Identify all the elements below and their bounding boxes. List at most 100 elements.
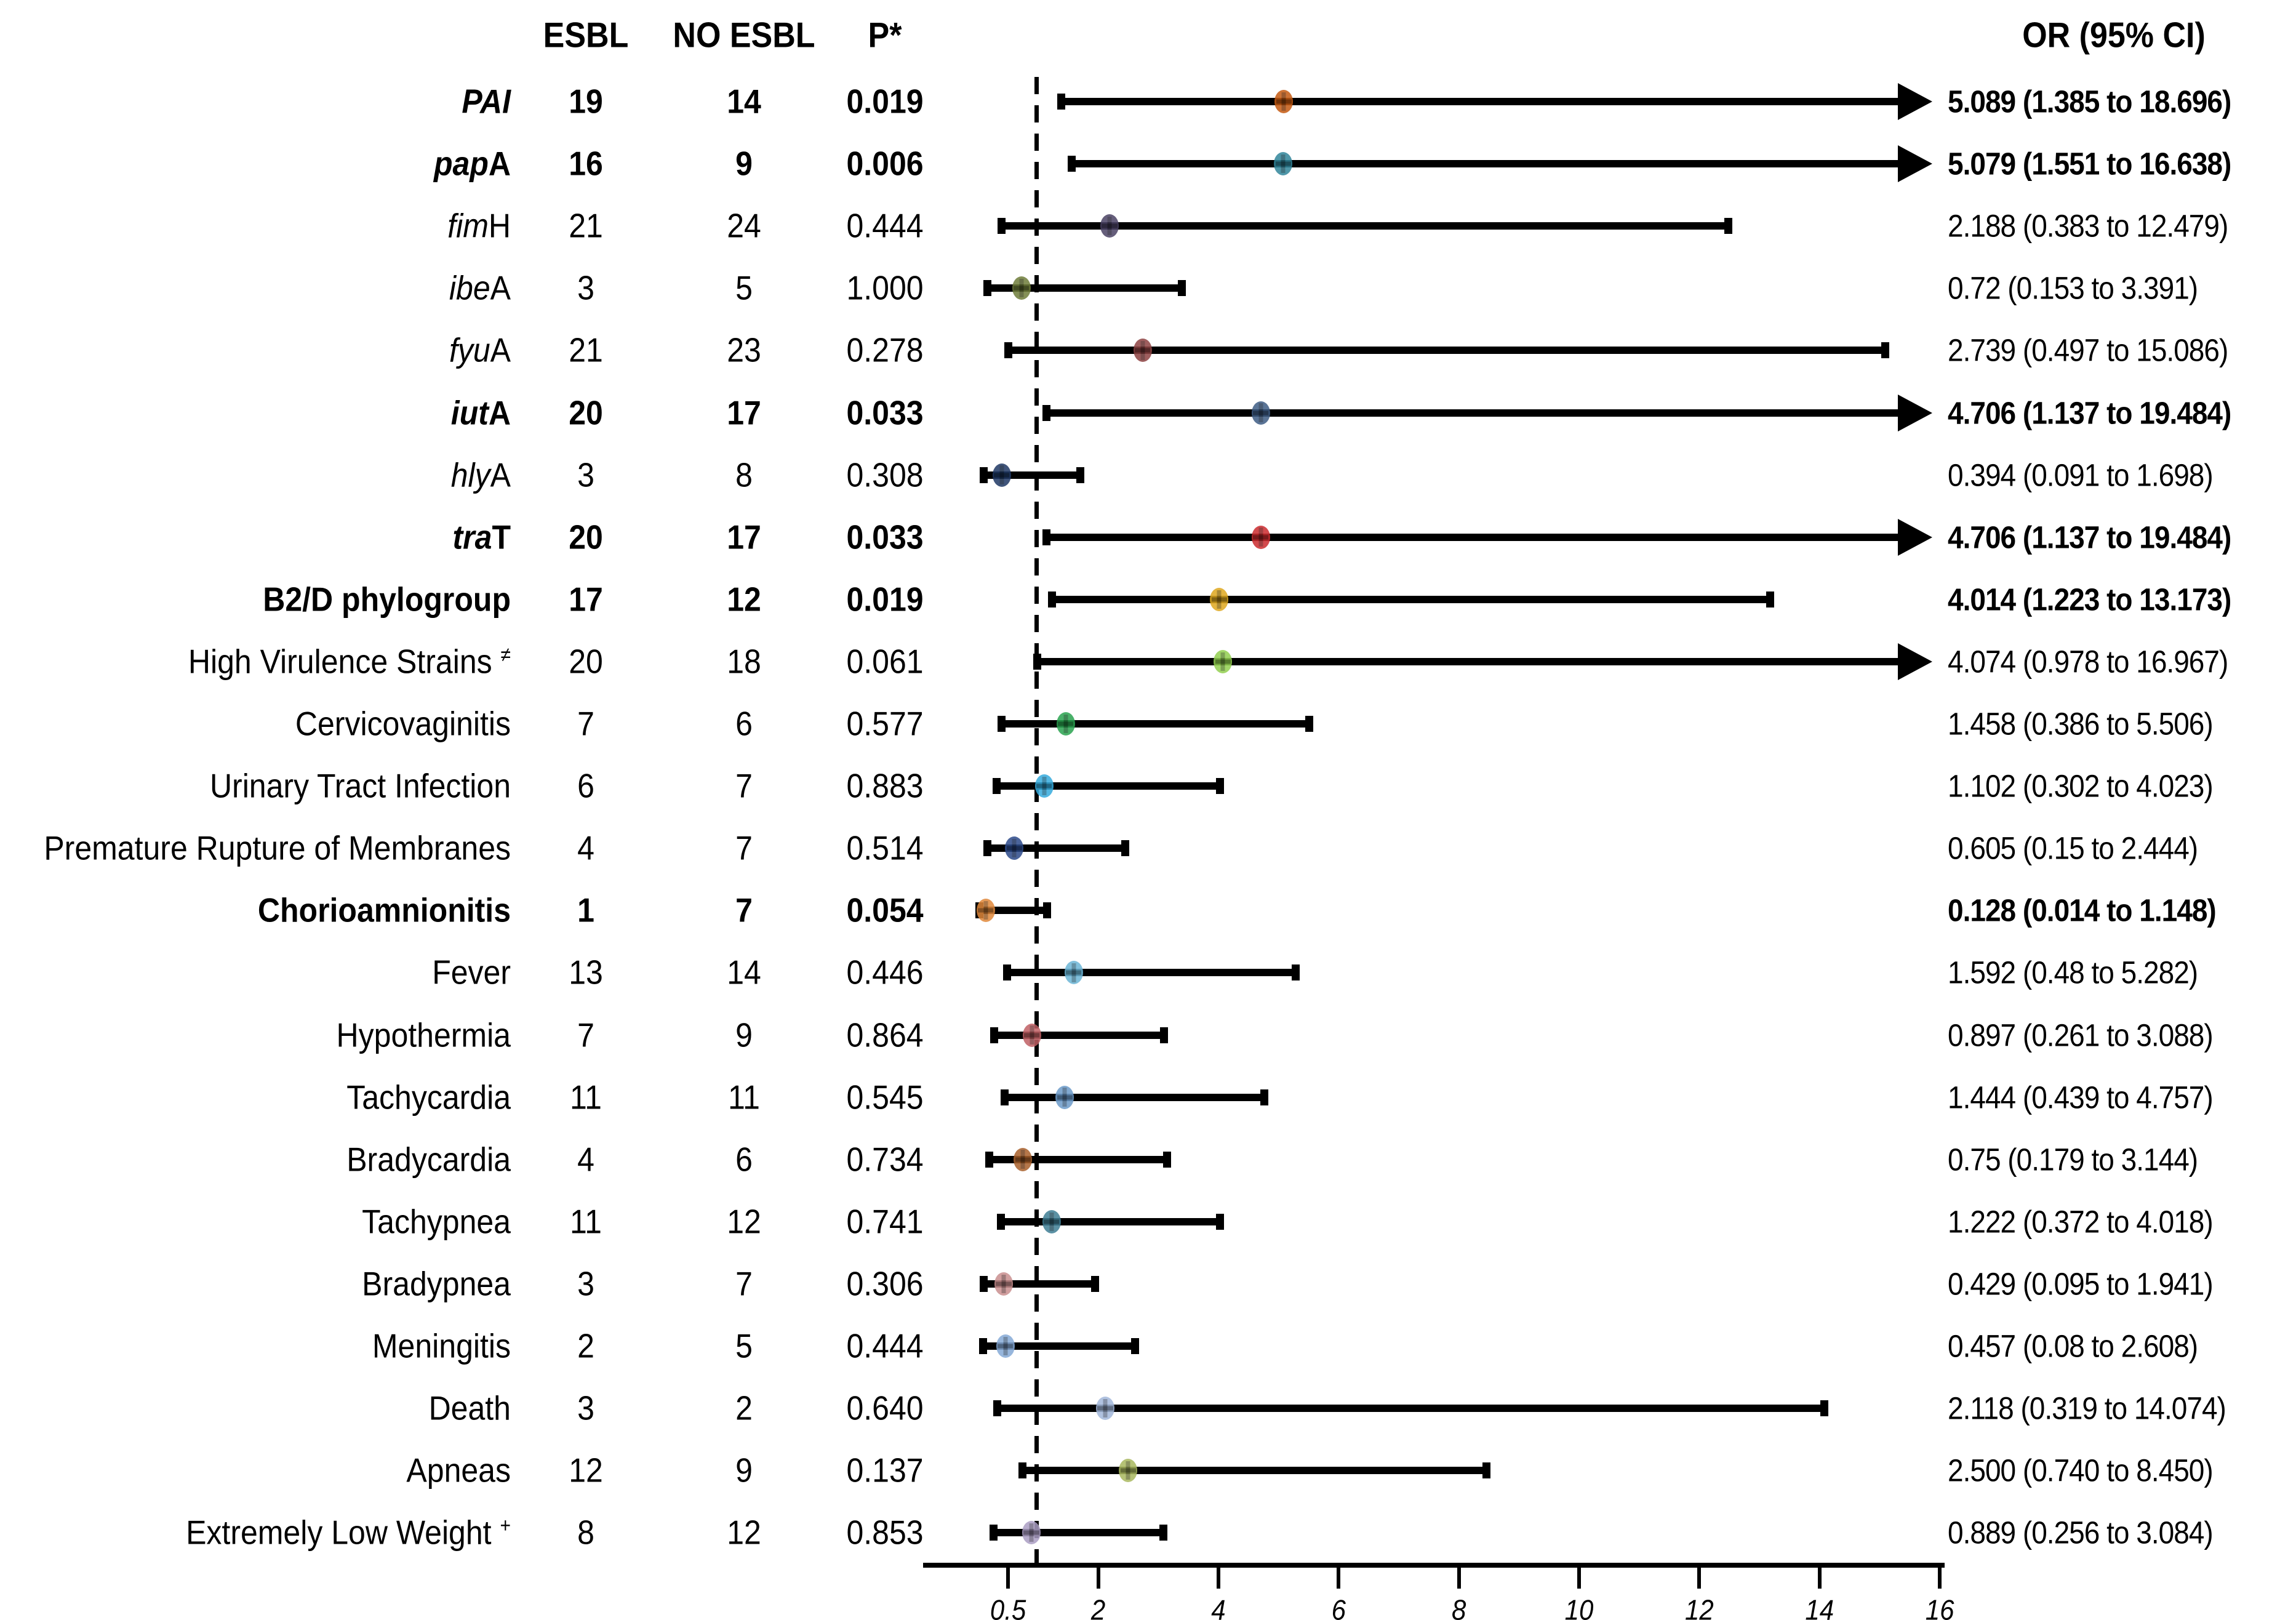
ci-cap-right: [1043, 902, 1052, 919]
row-label: Meningitis: [0, 1329, 511, 1363]
esbl-count: 20: [569, 643, 603, 681]
row-label: Apneas: [0, 1454, 511, 1488]
row-label-part: hly: [450, 455, 490, 494]
row-label-part: Cervicovaginitis: [295, 705, 511, 743]
esbl-count: 12: [569, 1451, 603, 1490]
row-label-part: Bradycardia: [346, 1140, 511, 1179]
row-label-part: A: [490, 269, 511, 308]
row-label: Hypothermia: [0, 1018, 511, 1052]
or-point-marker: [1022, 1023, 1041, 1047]
or-ci-text: 0.72 (0.153 to 3.391): [1948, 270, 2198, 306]
p-value: 0.853: [846, 1514, 924, 1552]
no-esbl-count: 11: [728, 1078, 760, 1117]
row-label-part: Urinary Tract Infection: [209, 767, 511, 805]
ci-cap-left: [996, 1213, 1005, 1230]
or-ci-text: 2.188 (0.383 to 12.479): [1948, 208, 2228, 244]
no-esbl-count: 17: [727, 393, 761, 432]
or-ci-text: 0.429 (0.095 to 1.941): [1948, 1266, 2214, 1302]
ci-arrow-right-icon: [1898, 518, 1932, 556]
row-label: Extremely Low Weight +: [0, 1516, 511, 1550]
row-label-part: Chorioamnionitis: [257, 891, 511, 930]
ci-cap-right: [1724, 218, 1733, 235]
column-header-p-value: P*: [868, 16, 902, 55]
ci-arrow-right-icon: [1898, 145, 1932, 183]
no-esbl-count: 5: [735, 1327, 753, 1365]
no-esbl-count: 12: [727, 1202, 761, 1241]
no-esbl-count: 7: [735, 767, 753, 805]
ci-cap-right: [1881, 342, 1889, 359]
x-axis-tick: [1096, 1568, 1100, 1589]
ci-line: [983, 1342, 1135, 1350]
x-axis-tick-label: 6: [1331, 1594, 1346, 1620]
esbl-count: 7: [577, 705, 594, 743]
no-esbl-count: 6: [735, 1140, 753, 1179]
ci-arrow-right-icon: [1898, 394, 1932, 431]
no-esbl-count: 23: [727, 331, 761, 370]
ci-line: [1001, 222, 1729, 230]
ci-cap-left: [1001, 1089, 1009, 1105]
row-label-part: High Virulence Strains: [188, 643, 501, 681]
ci-cap-right: [1482, 1462, 1490, 1479]
no-esbl-count: 6: [735, 705, 753, 743]
ci-line: [1007, 969, 1296, 977]
ci-cap-left: [1047, 591, 1056, 608]
p-value: 0.864: [846, 1016, 924, 1054]
or-point-marker: [1055, 1085, 1074, 1109]
ci-line: [1061, 98, 1899, 105]
x-axis-tick: [1697, 1568, 1702, 1589]
ci-line: [1007, 347, 1885, 355]
ci-cap-left: [1057, 94, 1066, 110]
x-axis-tick: [1938, 1568, 1942, 1589]
ci-cap-right: [1090, 1275, 1099, 1292]
ci-cap-left: [1067, 156, 1076, 172]
esbl-count: 8: [577, 1514, 594, 1552]
ci-line: [996, 782, 1220, 790]
ci-cap-right: [1766, 591, 1774, 608]
or-ci-text: 5.079 (1.551 to 16.638): [1948, 146, 2231, 182]
or-point-marker: [1119, 1459, 1138, 1483]
x-axis-tick-label: 10: [1564, 1594, 1594, 1620]
ci-cap-right: [1163, 1151, 1172, 1168]
no-esbl-count: 24: [727, 207, 761, 245]
or-point-marker: [1056, 712, 1075, 736]
ci-cap-left: [980, 1275, 988, 1292]
esbl-count: 7: [577, 1016, 594, 1054]
p-value: 0.741: [846, 1202, 924, 1241]
row-label: Tachypnea: [0, 1205, 511, 1238]
ci-cap-right: [1178, 280, 1186, 297]
no-esbl-count: 7: [735, 829, 753, 867]
esbl-count: 11: [570, 1078, 602, 1117]
or-point-marker: [992, 463, 1011, 487]
esbl-count: 19: [569, 82, 603, 121]
p-value: 0.444: [846, 1327, 924, 1365]
row-label-part: A: [488, 393, 511, 432]
row-label-part: iut: [450, 393, 489, 432]
ci-cap-left: [979, 1338, 987, 1354]
or-point-marker: [1133, 339, 1152, 363]
ci-line: [1001, 720, 1309, 728]
row-label: Cervicovaginitis: [0, 705, 511, 743]
ci-cap-left: [1004, 342, 1012, 359]
row-label: Fever: [0, 956, 511, 990]
ci-cap-left: [992, 778, 1001, 795]
or-point-marker: [1100, 214, 1119, 238]
ci-cap-right: [1820, 1400, 1828, 1417]
row-label-part: A: [490, 455, 511, 494]
row-label-part: tra: [452, 518, 492, 556]
no-esbl-count: 9: [735, 1451, 753, 1490]
ci-cap-right: [1159, 1525, 1168, 1541]
ci-line: [997, 1405, 1824, 1413]
or-ci-text: 0.75 (0.179 to 3.144): [1948, 1142, 2198, 1177]
ci-line: [978, 907, 1047, 915]
row-label: High Virulence Strains ≠: [0, 644, 511, 678]
x-axis-tick-label: 12: [1685, 1594, 1714, 1620]
ci-cap-left: [983, 840, 991, 857]
column-header-esbl: ESBL: [543, 16, 629, 55]
x-axis-tick-label: 8: [1451, 1594, 1466, 1620]
p-value: 0.446: [846, 953, 924, 992]
or-ci-text: 1.444 (0.439 to 4.757): [1948, 1079, 2214, 1115]
p-value: 0.019: [846, 580, 924, 619]
row-label: Bradypnea: [0, 1267, 511, 1301]
or-point-marker: [994, 1272, 1014, 1296]
or-point-marker: [976, 899, 995, 923]
